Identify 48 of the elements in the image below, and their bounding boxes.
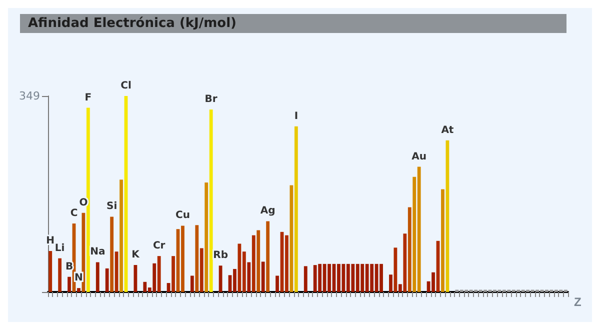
bar [110,216,114,292]
bar [403,234,407,292]
bar [441,189,444,292]
x-tick-label: I [294,110,298,122]
bar [266,221,270,292]
bar [261,262,265,292]
bar [86,108,90,292]
bar [408,207,412,292]
y-tick-label: 349 [19,90,40,102]
bar [247,262,251,292]
x-tick-label: C [70,208,78,219]
bar [195,225,199,292]
bar [276,276,279,292]
bar [190,276,194,292]
bar [96,262,100,292]
bar [294,126,298,292]
bar [209,109,213,292]
bar [77,288,80,292]
bar [204,182,208,292]
bar [252,235,256,292]
bar [105,268,109,292]
bar [398,284,402,292]
x-tick-label: Cr [152,240,166,252]
x-tick-label: K [132,250,141,261]
x-tick-label: Li [54,242,65,254]
bar [48,251,52,292]
x-tick-label: Si [106,201,118,212]
x-tick-label: B [65,261,74,272]
x-axis-title: Z [574,295,582,309]
x-tick-label: Au [412,151,427,162]
bar [200,248,204,292]
x-tick-label: Br [204,94,218,105]
bar [120,180,123,292]
bar [389,274,392,292]
bar [304,266,308,292]
x-tick-label: Na [90,246,106,258]
bar [68,276,71,292]
x-tick-label: F [84,92,92,104]
x-tick-label: Ag [260,206,276,217]
x-tick-label: Cl [120,80,132,92]
bar [157,256,161,292]
x-tick-label: Rb [213,250,228,262]
chart-title: Afinidad Electrónica (kJ/mol) [28,16,236,31]
x-tick-label: At [441,124,454,136]
x-tick-label: Cu [175,210,190,222]
bar [58,258,62,292]
bar [256,230,260,292]
bar [172,256,175,292]
